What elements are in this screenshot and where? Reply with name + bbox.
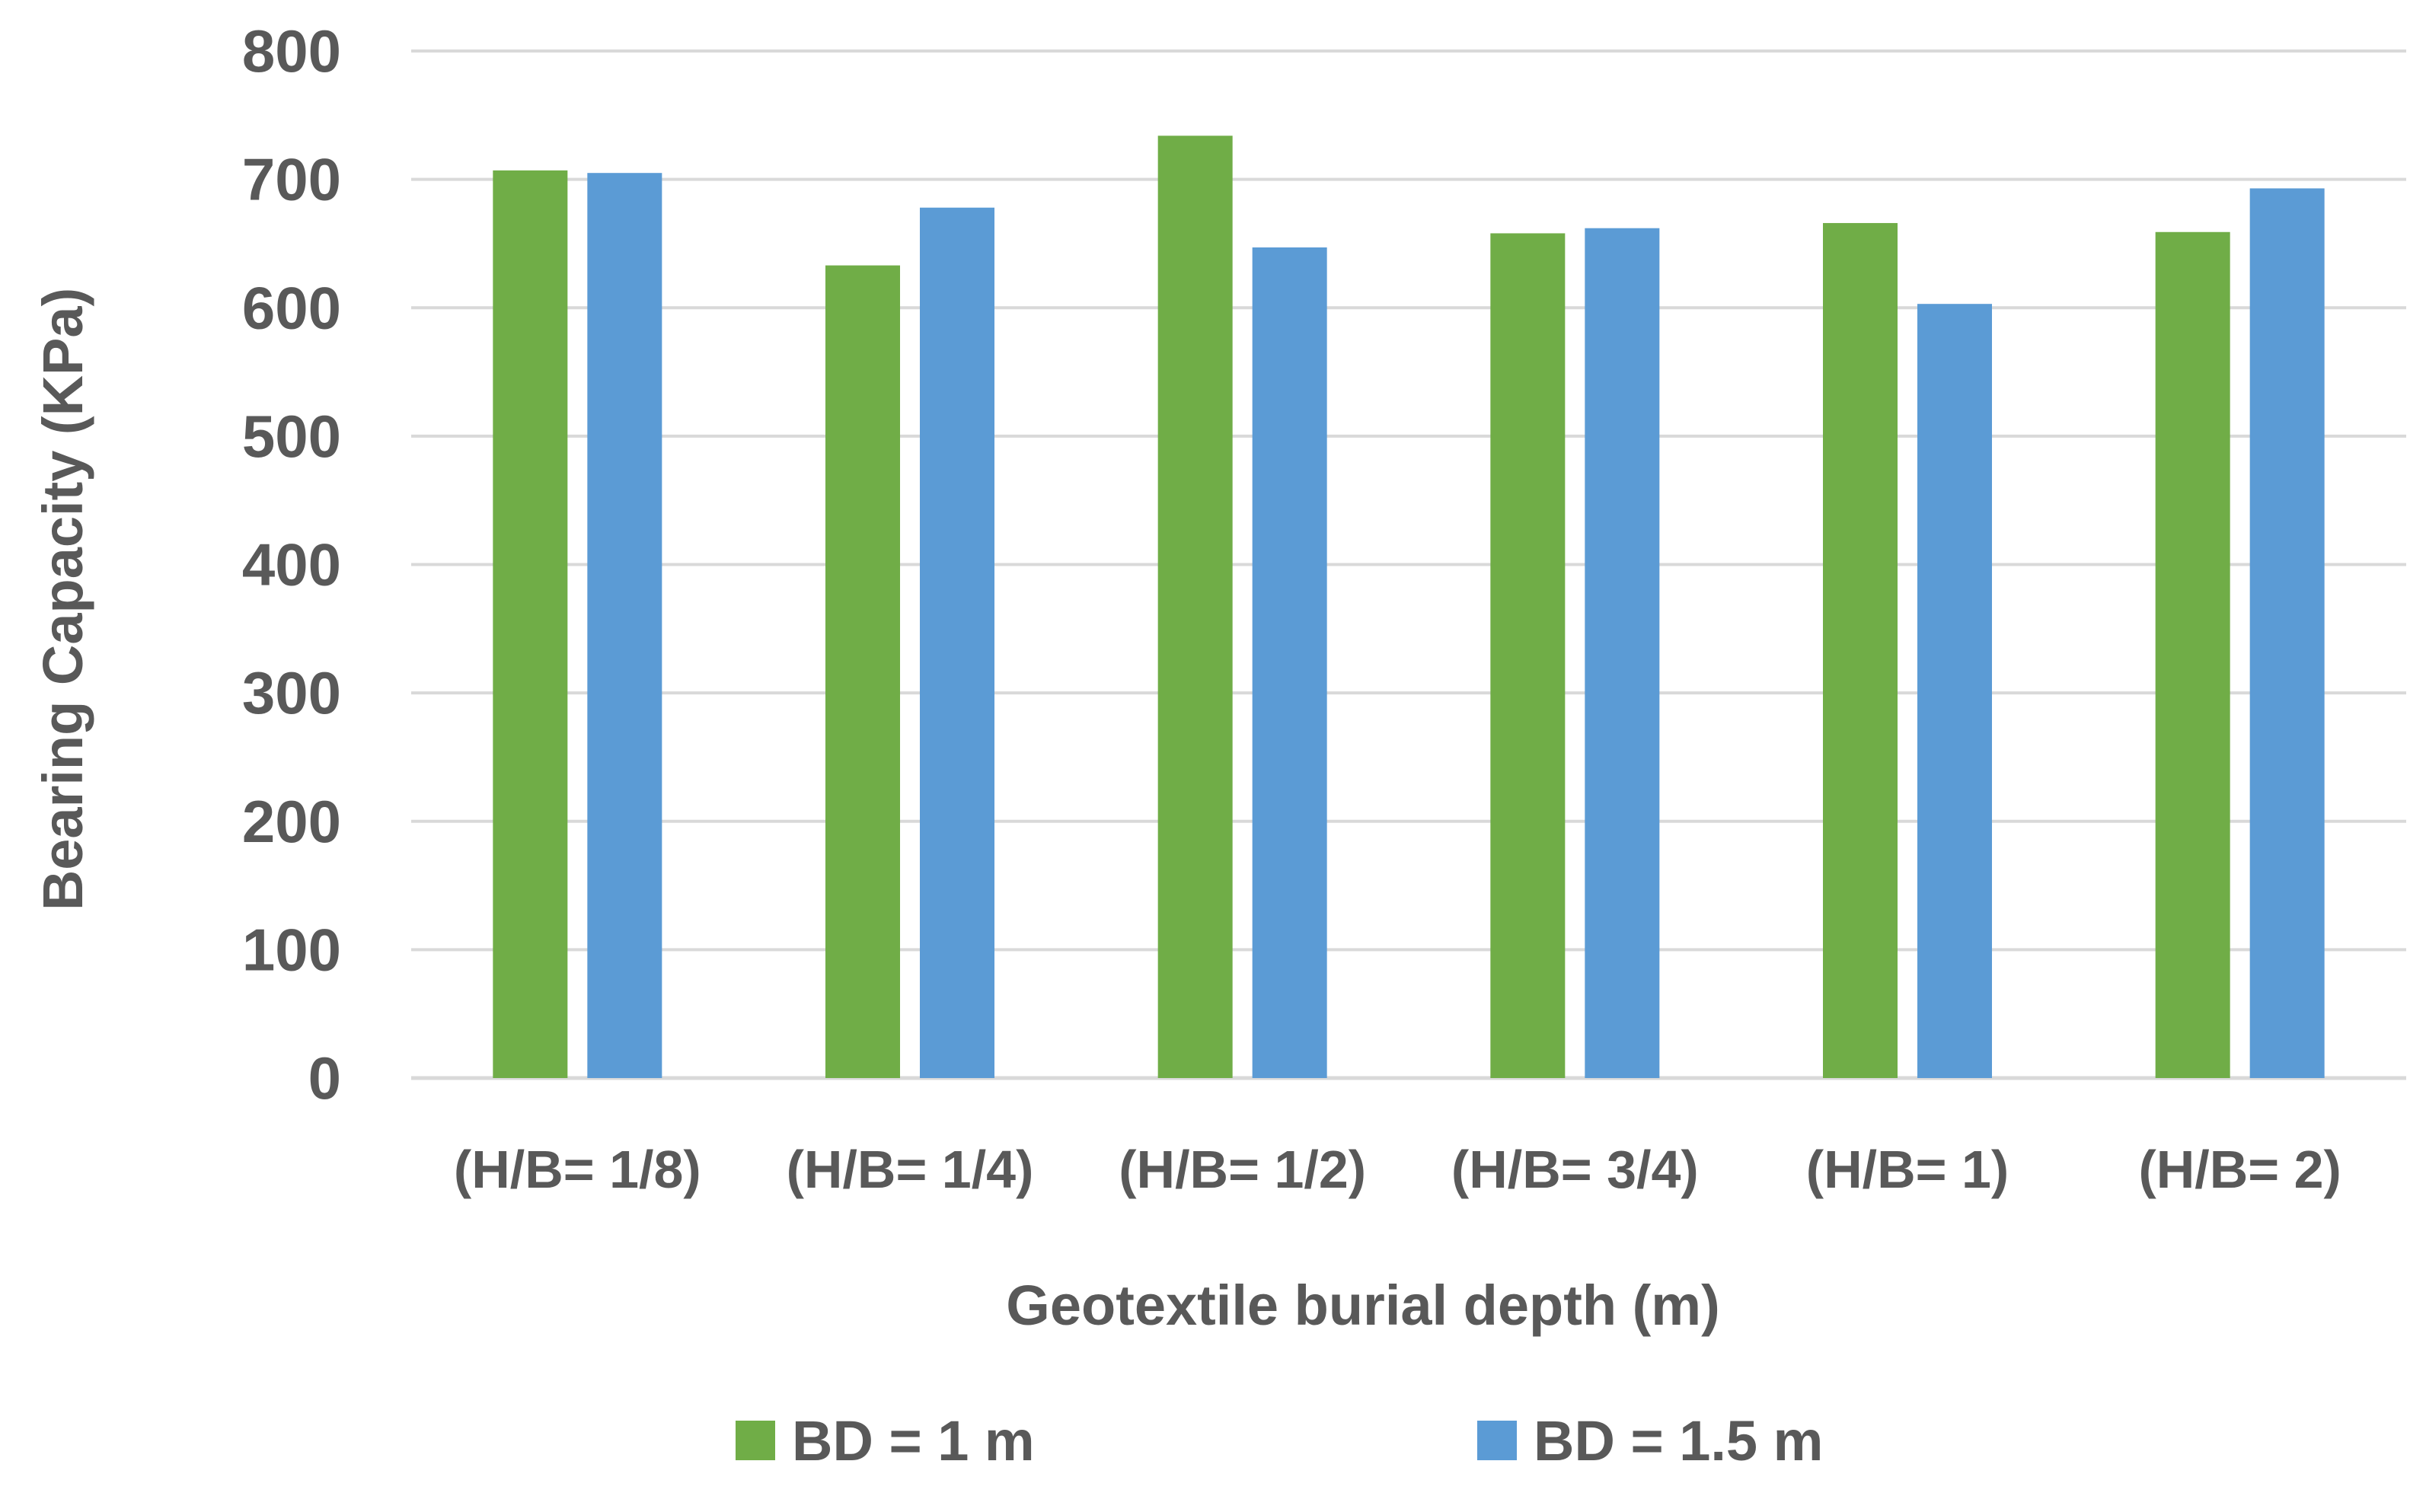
bar-bd-1m [1823,222,1898,1078]
y-tick-label: 800 [242,18,341,85]
legend-label-bd-1m: BD = 1 m [792,1409,1035,1472]
legend-swatch-bd-1m [736,1421,775,1460]
x-tick-label: (H/B= 1/8) [454,1140,701,1199]
bar-bd-1-5m [920,207,994,1078]
y-axis-title: Bearing Capacity (KPa) [31,288,94,911]
x-axis-ticks: (H/B= 1/8) (H/B= 1/4) (H/B= 1/2) (H/B= 3/4)… [454,1140,2341,1199]
bar-bd-1m [1490,233,1566,1078]
y-tick-label: 500 [242,403,341,470]
gridlines [411,49,2406,1080]
bar-bd-1m [2155,231,2230,1079]
y-tick-label: 600 [242,274,341,341]
x-axis-title: Geotextile burial depth (m) [1006,1274,1719,1337]
legend-swatch-bd-1-5m [1477,1421,1517,1460]
bar-bd-1-5m [1917,304,1992,1078]
y-tick-label: 200 [242,788,341,855]
x-tick-label: (H/B= 1) [1806,1140,2009,1199]
bar-bd-1m [1157,136,1233,1079]
bar-bd-1-5m [1585,228,1660,1078]
bar-bd-1-5m [2249,188,2325,1079]
bar-bd-1m [825,265,900,1078]
legend-label-bd-1-5m: BD = 1.5 m [1534,1409,1823,1472]
bar-bd-1m [493,170,568,1078]
y-tick-label: 400 [242,531,341,598]
x-tick-label: (H/B= 1/2) [1119,1140,1366,1199]
bar-bd-1-5m [587,173,662,1079]
x-tick-label: (H/B= 3/4) [1451,1140,1699,1199]
y-tick-label: 0 [308,1045,341,1112]
y-axis-ticks: 0 100 200 300 400 500 600 700 800 [242,18,341,1112]
x-tick-label: (H/B= 1/4) [787,1140,1034,1199]
legend: BD = 1 m BD = 1.5 m [736,1409,1823,1472]
x-tick-label: (H/B= 2) [2138,1140,2341,1199]
bars [493,136,2325,1079]
y-tick-label: 700 [242,146,341,213]
y-tick-label: 300 [242,659,341,726]
y-tick-label: 100 [242,916,341,983]
bar-bd-1-5m [1252,247,1327,1079]
